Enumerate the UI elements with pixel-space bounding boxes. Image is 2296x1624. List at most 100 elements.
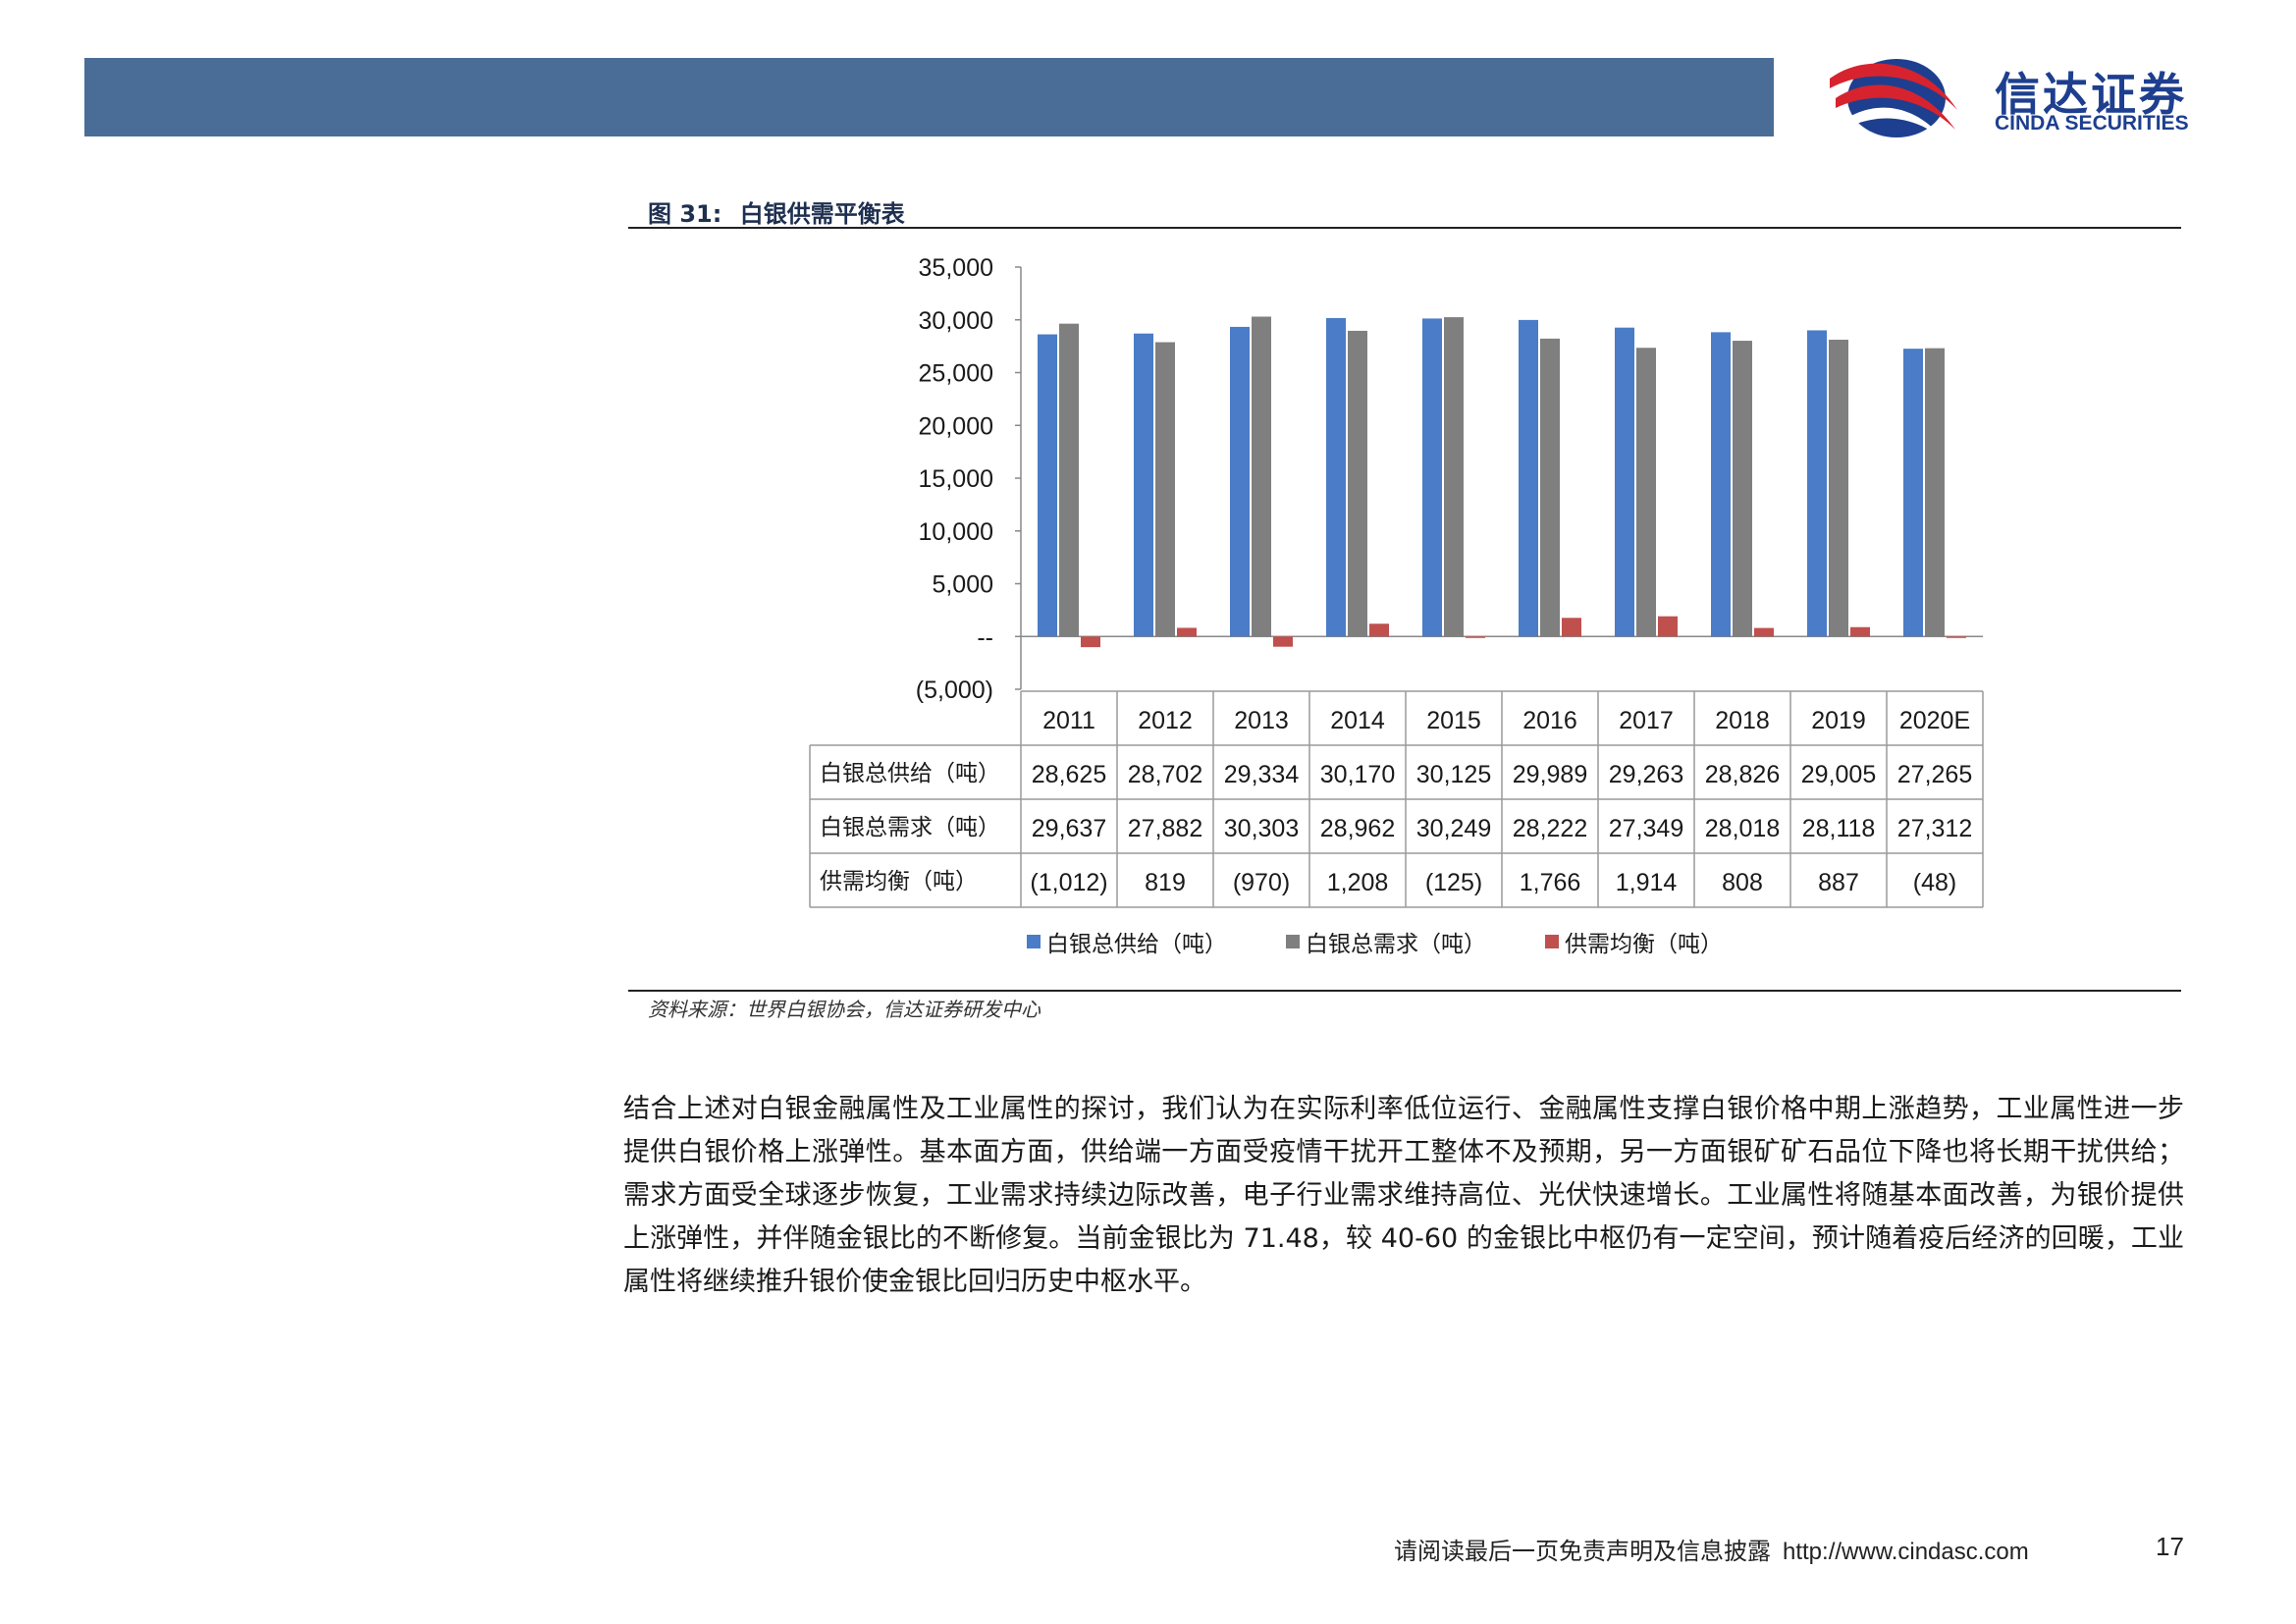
logo-english-name: CINDA SECURITIES bbox=[1995, 112, 2189, 135]
data-label: 29,263 bbox=[1609, 761, 1683, 788]
supply-demand-chart: 35,000 30,000 25,000 20,000 15,000 10,000 5,00… bbox=[805, 245, 2002, 917]
x-category-label: 2017 bbox=[1619, 707, 1674, 734]
page-number: 17 bbox=[2156, 1532, 2184, 1561]
chart-svg: 35,000 30,000 25,000 20,000 15,000 10,000 5,00… bbox=[809, 254, 1984, 908]
source-rule bbox=[628, 990, 2181, 992]
bar-supply bbox=[1519, 319, 1538, 637]
y-tick-label: (5,000) bbox=[916, 677, 993, 704]
data-label: 28,826 bbox=[1705, 761, 1780, 788]
data-label: 1,208 bbox=[1327, 869, 1389, 896]
bar-supply bbox=[1230, 326, 1250, 637]
bar-supply bbox=[1134, 333, 1153, 637]
figure-label: 图 31: bbox=[648, 200, 722, 228]
data-label: 808 bbox=[1722, 869, 1763, 896]
data-label: (970) bbox=[1233, 869, 1290, 896]
bar-balance bbox=[1466, 636, 1485, 638]
chart-legend: 白银总供给（吨） 白银总需求（吨） 供需均衡（吨） bbox=[1027, 925, 1723, 958]
bar-supply bbox=[1326, 317, 1346, 637]
x-category-label: 2019 bbox=[1811, 707, 1866, 734]
y-tick-label: -- bbox=[977, 623, 993, 651]
data-label: 887 bbox=[1818, 869, 1859, 896]
data-label: 27,265 bbox=[1897, 761, 1972, 788]
x-category-label: 2016 bbox=[1522, 707, 1577, 734]
bar-supply bbox=[1711, 332, 1731, 637]
data-label: 1,914 bbox=[1616, 869, 1678, 896]
bar-demand bbox=[1059, 323, 1079, 637]
y-tick-label: 5,000 bbox=[932, 571, 993, 599]
data-label: 27,312 bbox=[1897, 815, 1972, 842]
figure-source: 资料来源：世界白银协会，信达证券研发中心 bbox=[648, 998, 1041, 1021]
bar-demand bbox=[1829, 339, 1848, 637]
table-row-label: 白银总供给（吨） bbox=[820, 760, 1000, 785]
data-label: 29,334 bbox=[1224, 761, 1300, 788]
bar-demand bbox=[1733, 341, 1752, 637]
bar-supply bbox=[1422, 318, 1442, 637]
table-row-label: 白银总需求（吨） bbox=[820, 814, 1000, 839]
y-tick-label: 10,000 bbox=[919, 518, 993, 546]
logo-chinese-name: 信达证券 bbox=[1995, 68, 2187, 121]
y-tick-label: 30,000 bbox=[919, 307, 993, 335]
legend-item-balance: 供需均衡（吨） bbox=[1545, 925, 1723, 958]
header-bar bbox=[84, 58, 1774, 136]
figure-title: 图 31: 白银供需平衡表 bbox=[648, 194, 905, 229]
data-label: 28,118 bbox=[1802, 815, 1876, 842]
footer-disclaimer-text: 请阅读最后一页免责声明及信息披露 bbox=[1394, 1538, 1771, 1565]
data-label: (48) bbox=[1913, 869, 1956, 896]
bar-balance bbox=[1562, 618, 1581, 637]
data-label: 29,637 bbox=[1032, 815, 1106, 842]
x-category-label: 2020E bbox=[1899, 707, 1970, 734]
bar-balance bbox=[1658, 616, 1678, 637]
figure-title-text: 白银供需平衡表 bbox=[739, 200, 905, 228]
legend-item-supply: 白银总供给（吨） bbox=[1027, 925, 1227, 958]
bar-demand bbox=[1540, 338, 1560, 637]
legend-label-balance: 供需均衡（吨） bbox=[1565, 932, 1723, 957]
data-label: 30,249 bbox=[1416, 815, 1491, 842]
bar-balance bbox=[1850, 626, 1870, 637]
data-label: 29,005 bbox=[1801, 761, 1876, 788]
data-label: 28,222 bbox=[1513, 815, 1587, 842]
data-label: 28,702 bbox=[1128, 761, 1202, 788]
cinda-logo-icon bbox=[1830, 59, 1957, 139]
legend-swatch-demand bbox=[1286, 935, 1300, 948]
bar-demand bbox=[1348, 330, 1367, 637]
data-label: 30,170 bbox=[1320, 761, 1395, 788]
footer-url[interactable]: http://www.cindasc.com bbox=[1783, 1539, 2029, 1565]
x-category-label: 2014 bbox=[1330, 707, 1385, 734]
y-tick-label: 15,000 bbox=[919, 465, 993, 493]
bar-supply bbox=[1903, 349, 1923, 637]
bar-balance bbox=[1081, 636, 1100, 648]
bar-balance bbox=[1273, 636, 1293, 647]
data-label: 28,962 bbox=[1320, 815, 1395, 842]
body-paragraph: 结合上述对白银金融属性及工业属性的探讨，我们认为在实际利率低位运行、金融属性支撑… bbox=[623, 1094, 2184, 1297]
data-label: 30,125 bbox=[1416, 761, 1491, 788]
bar-supply bbox=[1615, 327, 1634, 637]
footer-disclaimer: 请阅读最后一页免责声明及信息披露 http://www.cindasc.com bbox=[1394, 1532, 2029, 1566]
data-label: (1,012) bbox=[1030, 869, 1107, 896]
bar-supply bbox=[1038, 334, 1057, 637]
bar-balance bbox=[1947, 636, 1966, 638]
legend-item-demand: 白银总需求（吨） bbox=[1286, 925, 1486, 958]
x-category-label: 2012 bbox=[1138, 707, 1193, 734]
bar-demand bbox=[1636, 348, 1656, 637]
figure-top-rule bbox=[628, 227, 2181, 229]
data-label: 28,625 bbox=[1032, 761, 1106, 788]
data-label: 1,766 bbox=[1520, 869, 1581, 896]
data-label: 27,882 bbox=[1128, 815, 1202, 842]
y-tick-label: 35,000 bbox=[919, 254, 993, 282]
bar-demand bbox=[1252, 316, 1271, 637]
bar-demand bbox=[1444, 317, 1464, 637]
cinda-logo: 信达证券 CINDA SECURITIES bbox=[1828, 51, 2240, 149]
x-category-label: 2011 bbox=[1042, 707, 1095, 734]
legend-swatch-supply bbox=[1027, 935, 1041, 948]
x-category-label: 2018 bbox=[1715, 707, 1770, 734]
table-row-label: 供需均衡（吨） bbox=[820, 868, 978, 893]
y-tick-label: 25,000 bbox=[919, 360, 993, 388]
x-category-label: 2013 bbox=[1234, 707, 1289, 734]
bar-demand bbox=[1925, 348, 1945, 637]
bar-balance bbox=[1754, 627, 1774, 637]
data-label: 819 bbox=[1145, 869, 1186, 896]
data-label: 29,989 bbox=[1513, 761, 1587, 788]
legend-swatch-balance bbox=[1545, 935, 1559, 948]
y-tick-label: 20,000 bbox=[919, 412, 993, 440]
data-label: 27,349 bbox=[1609, 815, 1683, 842]
